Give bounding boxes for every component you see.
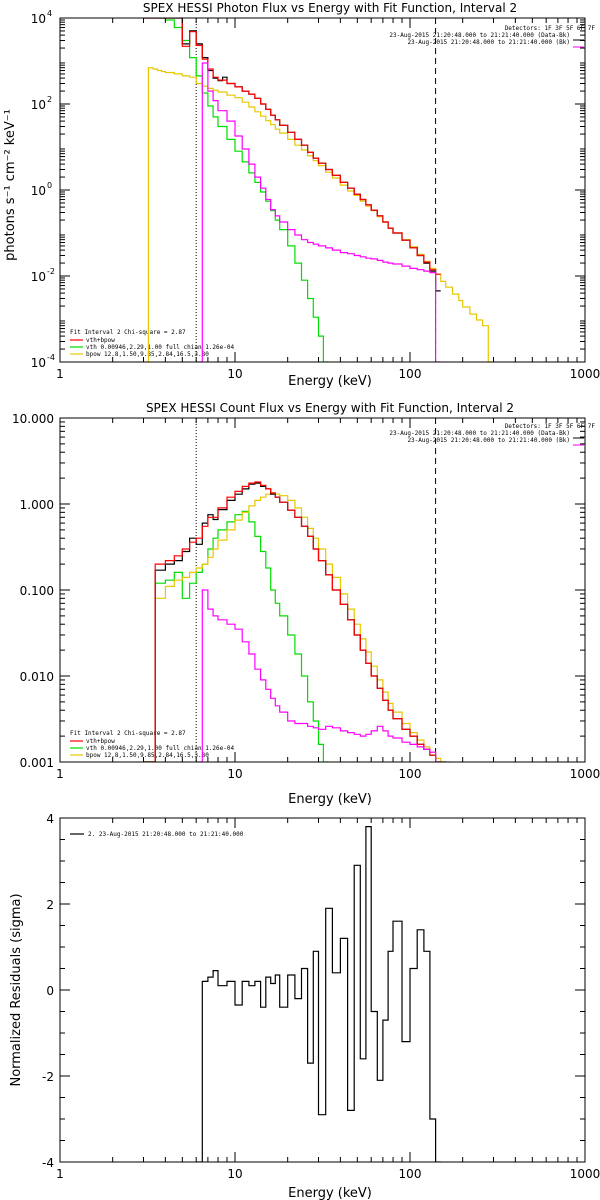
x-tick-label: 10	[227, 367, 242, 381]
detectors-header: Detectors: 1F 3F 5F 6F 7F	[505, 25, 596, 32]
y-tick-exponent: -2	[47, 267, 55, 276]
x-tick-label: 1000	[570, 1167, 600, 1181]
x-tick-label: 1	[56, 767, 64, 781]
axes-frame	[59, 17, 586, 363]
y-tick-label: 0	[46, 984, 54, 998]
x-tick-label: 10	[227, 1167, 242, 1181]
x-tick-label: 1	[56, 367, 64, 381]
legend-label-vth: vth 0.00946,2.29,1.00 full chian 1.26e-0…	[86, 745, 234, 752]
axes-frame	[59, 817, 586, 1163]
x-tick-label: 100	[399, 1167, 422, 1181]
legend-label-bpow: bpow 12.8,1.50,9.85,2.84,16.5,3.80	[86, 351, 209, 358]
data-interval-header: 23-Aug-2015 21:20:48.000 to 21:21:40.000…	[389, 430, 570, 437]
total-series	[143, 18, 441, 275]
legend-label-residuals: 2. 23-Aug-2015 21:20:48.000 to 21:21:40.…	[88, 831, 244, 838]
data-series	[143, 482, 446, 762]
total-series	[143, 481, 441, 762]
residuals-series	[196, 826, 441, 1162]
fit-info: Fit Interval 2 Chi-square = 2.87	[70, 730, 186, 737]
count-flux-panel: SPEX HESSI Count Flux vs Energy with Fit…	[12, 401, 600, 807]
photon-flux-panel: SPEX HESSI Photon Flux vs Energy with Fi…	[3, 1, 600, 389]
x-axis-label: Energy (keV)	[288, 374, 372, 389]
y-tick-label: 10	[31, 270, 46, 284]
y-tick-label: 10	[31, 12, 46, 26]
background-series	[196, 62, 441, 362]
bk-interval-header: 23-Aug-2015 21:20:48.000 to 21:21:40.000…	[407, 39, 570, 46]
y-tick-label: 10	[31, 98, 46, 112]
y-axis-label: photons s⁻¹ cm⁻² keV⁻¹	[3, 109, 18, 261]
data-interval-header: 23-Aug-2015 21:20:48.000 to 21:21:40.000…	[389, 32, 570, 39]
fit-info: Fit Interval 2 Chi-square = 2.87	[70, 329, 186, 336]
y-tick-exponent: 2	[47, 95, 52, 104]
y-tick-exponent: -4	[47, 353, 55, 362]
y-axis-label: Normalized Residuals (sigma)	[9, 893, 24, 1086]
x-tick-label: 1000	[570, 767, 600, 781]
legend-label-vth: vth 0.00946,2.29,1.00 full chian 1.26e-0…	[86, 344, 234, 351]
plot-area	[143, 18, 494, 362]
y-tick-label: 2	[46, 898, 54, 912]
y-tick-label: 4	[46, 812, 54, 826]
x-tick-label: 100	[399, 367, 422, 381]
detectors-header: Detectors: 1F 3F 5F 6F 7F	[505, 423, 596, 430]
vth-series	[161, 18, 329, 362]
plot-area	[196, 826, 441, 1162]
chart-title: SPEX HESSI Photon Flux vs Energy with Fi…	[143, 1, 517, 15]
x-axis-label: Energy (keV)	[288, 792, 372, 807]
y-tick-label: 10	[31, 184, 46, 198]
legend-label-total: vth+bpow	[86, 337, 115, 344]
y-tick-label: 10	[31, 356, 46, 370]
data-series	[143, 18, 441, 292]
bpow-series	[143, 493, 451, 762]
chart-title: SPEX HESSI Count Flux vs Energy with Fit…	[146, 401, 514, 415]
residuals-panel: Energy (keV) Normalized Residuals (sigma…	[9, 812, 600, 1200]
background-series	[196, 589, 441, 762]
y-tick-label: 0.001	[20, 756, 54, 770]
vth-series	[143, 510, 329, 762]
y-tick-label: 10.000	[12, 412, 54, 426]
legend-label-bpow: bpow 12.8,1.50,9.85,2.84,16.5,3.80	[86, 752, 209, 759]
y-tick-label: 0.100	[20, 584, 54, 598]
axes-frame	[59, 417, 586, 763]
x-tick-label: 1000	[570, 367, 600, 381]
x-tick-label: 10	[227, 767, 242, 781]
y-tick-label: 0.010	[20, 670, 54, 684]
y-tick-label: -2	[42, 1070, 54, 1084]
bk-interval-header: 23-Aug-2015 21:20:48.000 to 21:21:40.000…	[407, 437, 570, 444]
legend-label-total: vth+bpow	[86, 738, 115, 745]
y-tick-label: 1.000	[20, 498, 54, 512]
x-axis-label: Energy (keV)	[288, 1186, 372, 1200]
x-tick-label: 1	[56, 1167, 64, 1181]
plot-area	[143, 418, 451, 762]
x-tick-label: 100	[399, 767, 422, 781]
y-tick-label: -4	[42, 1156, 54, 1170]
y-tick-exponent: 0	[47, 181, 52, 190]
y-tick-exponent: 4	[47, 9, 52, 18]
